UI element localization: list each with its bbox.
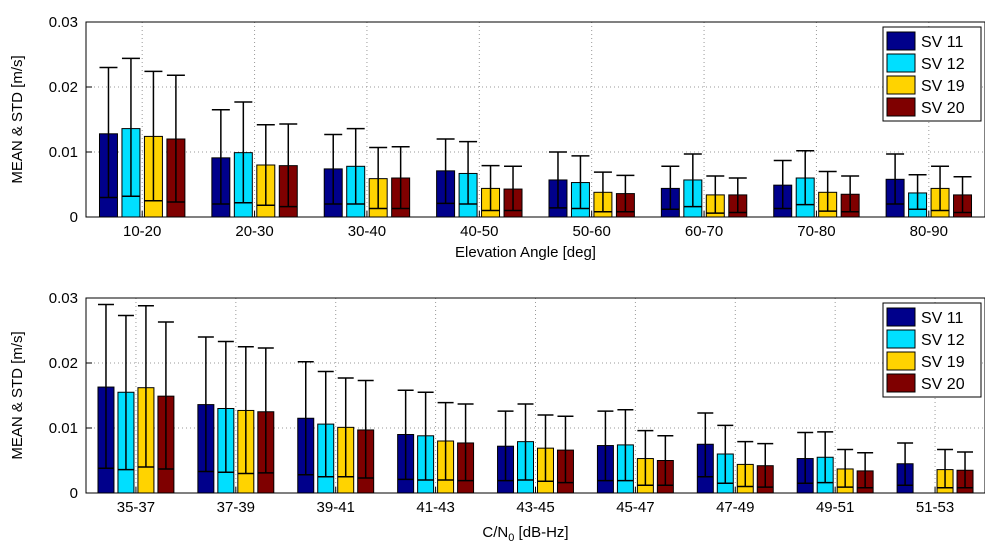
x-tick-label: 37-39: [217, 499, 255, 516]
x-tick-label: 35-37: [117, 499, 155, 516]
x-tick-label: 49-51: [816, 499, 854, 516]
y-tick-label: 0.01: [49, 144, 78, 161]
legend: SV 11 SV 12 SV 19 SV 20: [882, 26, 982, 122]
x-tick-label: 43-45: [516, 499, 554, 516]
x-tick-label: 47-49: [716, 499, 754, 516]
legend-swatch: [886, 351, 916, 371]
legend-label: SV 12: [921, 56, 965, 73]
x-tick-label: 39-41: [317, 499, 355, 516]
axes-frame: [85, 297, 985, 494]
x-tick-label: 80-90: [910, 223, 948, 240]
y-axis-label: MEAN & STD [m/s]: [9, 55, 26, 183]
x-tick-label: 60-70: [685, 223, 723, 240]
legend-label: SV 19: [921, 354, 965, 371]
legend: SV 11 SV 12 SV 19 SV 20: [882, 302, 982, 398]
x-tick-label: 10-20: [123, 223, 161, 240]
x-tick-label: 41-43: [416, 499, 454, 516]
legend-label: SV 11: [921, 310, 964, 327]
legend-swatch: [886, 307, 916, 327]
y-tick-label: 0.03: [49, 14, 78, 31]
x-axis-label: C/N0 [dB-Hz]: [482, 524, 568, 543]
y-tick-label: 0.01: [49, 420, 78, 437]
y-axis-label: MEAN & STD [m/s]: [9, 331, 26, 459]
y-tick-label: 0.02: [49, 355, 78, 372]
x-tick-label: 40-50: [460, 223, 498, 240]
x-tick-label: 70-80: [797, 223, 835, 240]
legend-swatch: [886, 373, 916, 393]
chart-panel-1: 0 0.01 0.02 0.03 10-20 20-30 30-40 40-50 50-60 60…: [9, 14, 985, 261]
x-tick-label: 20-30: [235, 223, 273, 240]
legend-label: SV 11: [921, 34, 964, 51]
legend-swatch: [886, 53, 916, 73]
legend-label: SV 20: [921, 100, 965, 117]
legend-label: SV 20: [921, 376, 965, 393]
y-tick-label: 0.03: [49, 290, 78, 307]
x-tick-label: 50-60: [573, 223, 611, 240]
legend-label: SV 19: [921, 78, 965, 95]
y-tick-label: 0.02: [49, 79, 78, 96]
legend-swatch: [886, 97, 916, 117]
legend-label: SV 12: [921, 332, 965, 349]
x-tick-label: 51-53: [916, 499, 954, 516]
x-tick-label: 30-40: [348, 223, 386, 240]
legend-swatch: [886, 31, 916, 51]
x-tick-label: 45-47: [616, 499, 654, 516]
y-tick-label: 0: [70, 209, 78, 226]
axes-frame: [85, 21, 985, 218]
legend-swatch: [886, 329, 916, 349]
chart-panel-2: 0 0.01 0.02 0.03 35-37 37-39 39-41 41-43 43-45 45…: [9, 290, 985, 543]
x-axis-label: Elevation Angle [deg]: [455, 244, 596, 261]
legend-swatch: [886, 75, 916, 95]
y-tick-label: 0: [70, 485, 78, 502]
